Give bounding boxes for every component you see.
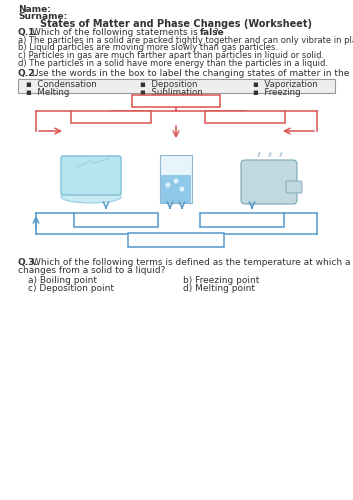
Bar: [18, 79, 335, 93]
Text: Surname:: Surname:: [18, 12, 67, 21]
Text: a) The particles in a solid are packed tightly together and can only vibrate in : a) The particles in a solid are packed t…: [18, 36, 353, 45]
Text: ▪  Melting: ▪ Melting: [26, 88, 70, 97]
Circle shape: [180, 187, 184, 191]
Circle shape: [166, 183, 170, 187]
Text: b) Freezing point: b) Freezing point: [183, 276, 259, 285]
Bar: [160, 155, 192, 203]
Text: b) Liquid particles are moving more slowly than gas particles.: b) Liquid particles are moving more slow…: [18, 44, 278, 52]
Text: false: false: [200, 28, 225, 37]
Text: Q.1.: Q.1.: [18, 28, 39, 37]
Text: Which of the following terms is defined as the temperature at which a substance: Which of the following terms is defined …: [32, 258, 353, 267]
Text: Which of the following statements is: Which of the following statements is: [32, 28, 201, 37]
Text: Name:: Name:: [18, 5, 51, 14]
Text: c) Deposition point: c) Deposition point: [28, 284, 114, 293]
Text: Q.2.: Q.2.: [18, 69, 39, 78]
Text: a) Boiling point: a) Boiling point: [28, 276, 97, 285]
FancyBboxPatch shape: [241, 160, 297, 204]
Text: ▪  Condensation: ▪ Condensation: [26, 80, 97, 89]
Bar: [200, 213, 284, 227]
Circle shape: [174, 179, 178, 183]
Bar: [128, 233, 224, 247]
Text: changes from a solid to a liquid?: changes from a solid to a liquid?: [18, 266, 165, 275]
Text: c) Particles in gas are much farther apart than particles in liquid or solid.: c) Particles in gas are much farther apa…: [18, 51, 324, 60]
Bar: [74, 213, 158, 227]
Bar: [71, 111, 151, 123]
Text: ?: ?: [213, 28, 218, 37]
FancyBboxPatch shape: [286, 181, 302, 193]
Bar: [161, 175, 191, 203]
Text: ▪  Deposition: ▪ Deposition: [140, 80, 197, 89]
FancyBboxPatch shape: [61, 156, 121, 195]
Bar: [132, 95, 220, 107]
Text: Q.3.: Q.3.: [18, 258, 39, 267]
Text: States of Matter and Phase Changes (Worksheet): States of Matter and Phase Changes (Work…: [41, 19, 312, 29]
Ellipse shape: [61, 191, 121, 203]
Text: d) The particles in a solid have more energy than the particles in a liquid.: d) The particles in a solid have more en…: [18, 58, 328, 68]
Text: ▪  Vaporization: ▪ Vaporization: [253, 80, 318, 89]
Text: ▪  Freezing: ▪ Freezing: [253, 88, 301, 97]
Text: d) Melting point: d) Melting point: [183, 284, 255, 293]
Bar: [205, 111, 285, 123]
Text: Use the words in the box to label the changing states of matter in the picture b: Use the words in the box to label the ch…: [32, 69, 353, 78]
Text: ▪  Sublimation: ▪ Sublimation: [140, 88, 203, 97]
